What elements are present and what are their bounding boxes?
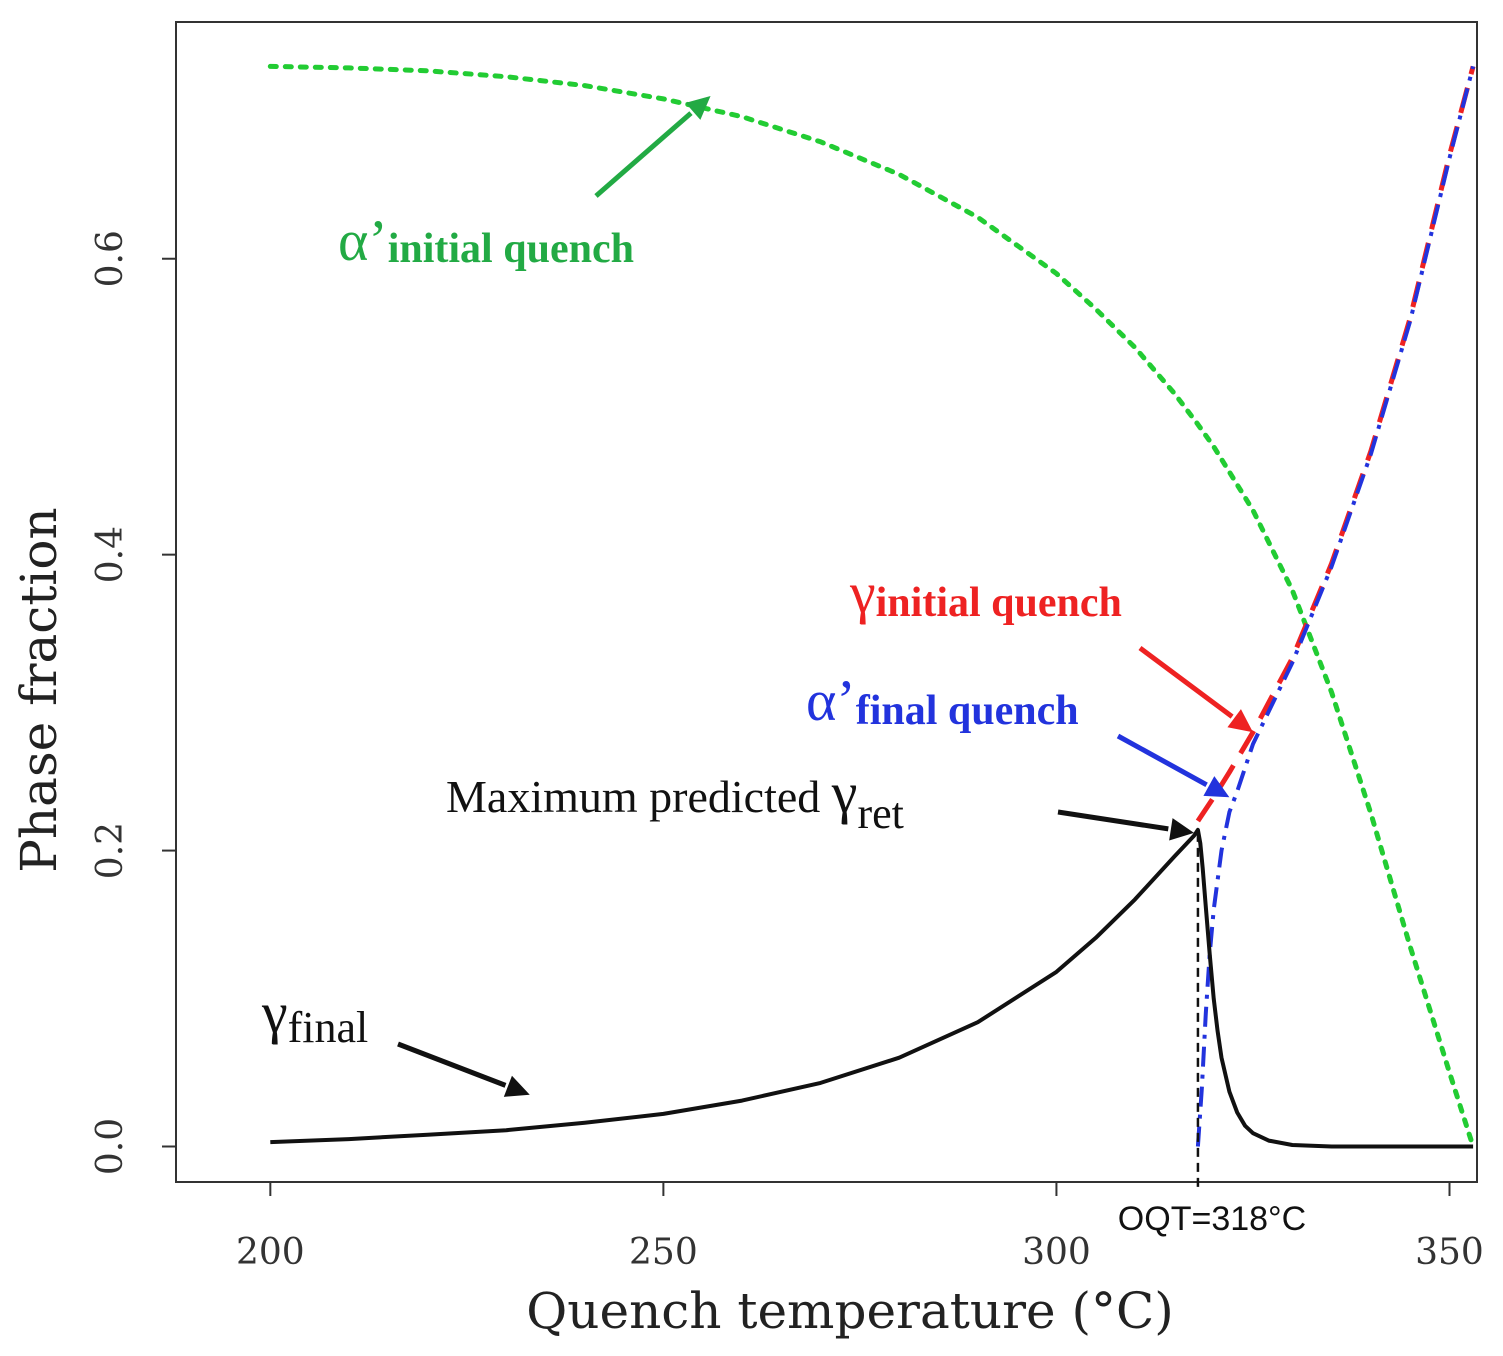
alpha-initial-symbol: α’	[338, 208, 388, 273]
gamma-ret-symbol: γ	[831, 760, 858, 825]
plot-frame	[175, 21, 1478, 1183]
gamma-final-subscript: final	[288, 1003, 369, 1052]
arrow-gamma_final	[397, 1041, 507, 1088]
gamma-ret-subscript: ret	[857, 789, 903, 838]
arrowhead-alpha_initial	[685, 95, 711, 120]
x-axis-title: Quench temperature (°C)	[526, 1282, 1173, 1340]
plot-border	[175, 21, 1478, 1183]
oqt-label: OQT=318°C	[1118, 1200, 1306, 1238]
x-tick-label-250: 250	[629, 1232, 698, 1273]
arrowhead-gamma_final	[503, 1075, 530, 1097]
x-axis-ticks: 200 250 300 350	[236, 1182, 1484, 1273]
x-tick-label-350: 350	[1415, 1232, 1484, 1273]
series-line-0	[267, 63, 1476, 1149]
arrow-alpha_initial	[594, 111, 693, 198]
y-tick-label-0.0: 0.0	[90, 1118, 131, 1175]
alpha-final-symbol: α’	[806, 668, 856, 733]
series-layer	[267, 63, 1476, 1149]
y-tick-label-0.2: 0.2	[90, 822, 131, 879]
y-axis-title: Phase fraction	[10, 507, 68, 872]
label-maximum-gamma-ret: Maximum predicted γret	[446, 760, 904, 838]
label-gamma-final: γfinal	[261, 980, 368, 1052]
annotation-arrows	[397, 95, 1253, 1097]
arrowhead-gamma_ret	[1169, 818, 1195, 841]
arrowhead-alpha_final	[1203, 776, 1230, 798]
y-tick-label-0.6: 0.6	[90, 230, 131, 287]
gamma-initial-symbol: γ	[849, 560, 876, 625]
gamma-final-symbol: γ	[261, 980, 288, 1045]
series-line-2	[1195, 65, 1476, 1147]
label-alpha-final-quench: α’final quench	[806, 668, 1079, 734]
arrow-gamma_initial	[1138, 645, 1234, 719]
arrow-gamma_ret	[1057, 809, 1169, 832]
x-tick-label-300: 300	[1022, 1232, 1091, 1273]
x-tick-label-200: 200	[236, 1232, 305, 1273]
label-alpha-initial-quench: α’initial quench	[338, 208, 634, 273]
gamma-ret-text: Maximum predicted	[446, 771, 832, 822]
gamma-initial-subscript: initial quench	[876, 580, 1122, 626]
arrow-alpha_final	[1116, 733, 1208, 787]
series-line-3	[270, 827, 1474, 1149]
arrowhead-gamma_initial	[1227, 709, 1253, 733]
y-tick-label-0.4: 0.4	[90, 526, 131, 583]
alpha-final-subscript: final quench	[856, 688, 1079, 734]
series-line-1	[1195, 65, 1476, 823]
y-axis-ticks: 0.0 0.2 0.4 0.6	[90, 230, 176, 1175]
alpha-initial-subscript: initial quench	[388, 226, 634, 272]
label-gamma-initial-quench: γinitial quench	[849, 560, 1122, 626]
